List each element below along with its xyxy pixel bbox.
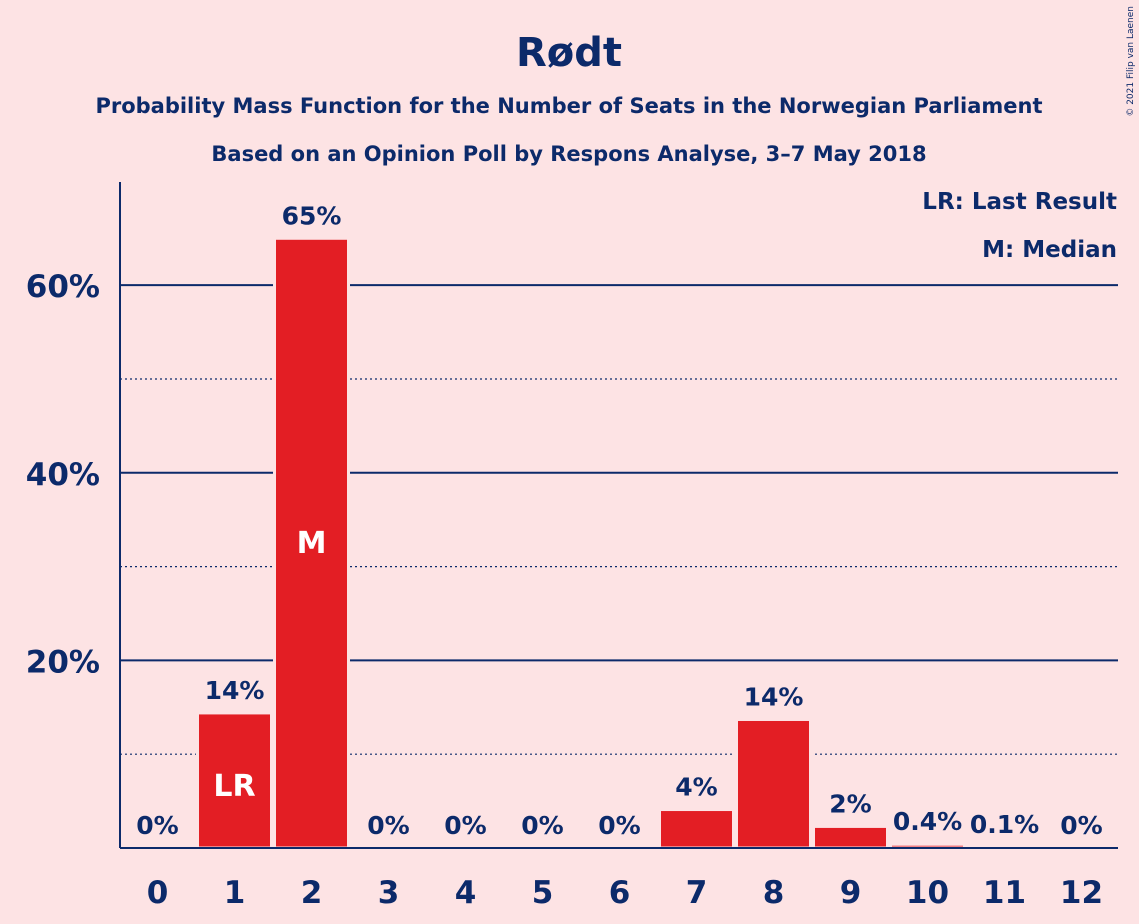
data-label: 0.4% <box>893 807 962 836</box>
data-label: 0% <box>136 811 178 840</box>
x-tick-label: 12 <box>1060 875 1103 911</box>
data-label: 0% <box>444 811 486 840</box>
x-tick-label: 10 <box>906 875 949 911</box>
chart-subtitle: Probability Mass Function for the Number… <box>95 94 1042 118</box>
chart-subtitle-source: Based on an Opinion Poll by Respons Anal… <box>211 142 926 166</box>
data-label: 4% <box>675 773 717 802</box>
y-tick-label: 40% <box>26 457 100 493</box>
data-label: 2% <box>829 789 871 818</box>
data-label: 0% <box>521 811 563 840</box>
y-tick-label: 20% <box>26 644 100 680</box>
data-label: 14% <box>744 682 804 711</box>
data-label: 65% <box>282 201 342 230</box>
x-tick-label: 11 <box>983 875 1026 911</box>
data-label: 0% <box>367 811 409 840</box>
axes <box>119 182 1118 849</box>
legend-median: M: Median <box>982 237 1117 263</box>
bar <box>658 808 735 850</box>
x-tick-label: 7 <box>686 875 708 911</box>
bar <box>196 711 273 850</box>
labels: 20%40%60%0%014%165%20%30%40%50%64%714%82… <box>26 201 1103 911</box>
bar <box>812 824 889 850</box>
x-tick-label: 5 <box>532 875 554 911</box>
data-label: 0% <box>1060 811 1102 840</box>
x-tick-label: 2 <box>301 875 323 911</box>
y-tick-label: 60% <box>26 269 100 305</box>
data-label: 14% <box>205 676 265 705</box>
data-label: 0% <box>598 811 640 840</box>
in-bar-label: M <box>297 526 327 561</box>
x-tick-label: 1 <box>224 875 246 911</box>
x-tick-label: 6 <box>609 875 631 911</box>
x-tick-label: 8 <box>763 875 785 911</box>
legend-last-result: LR: Last Result <box>922 189 1117 215</box>
x-tick-label: 9 <box>840 875 862 911</box>
x-tick-label: 4 <box>455 875 477 911</box>
x-tick-label: 0 <box>147 875 169 911</box>
x-tick-label: 3 <box>378 875 400 911</box>
in-bar-label: LR <box>213 769 255 804</box>
chart-title: Rødt <box>516 30 622 76</box>
data-label: 0.1% <box>970 810 1039 839</box>
bar <box>735 717 812 850</box>
copyright-notice: © 2021 Filip van Laenen <box>1126 6 1136 117</box>
